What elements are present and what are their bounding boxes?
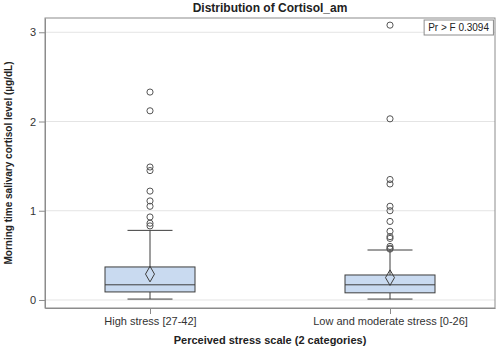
x-tick: High stress [27-42] <box>104 308 196 327</box>
y-tick: 1 <box>30 205 45 217</box>
y-tick: 3 <box>30 26 45 38</box>
marks <box>105 22 435 299</box>
outlier <box>147 203 153 209</box>
x-axis-line <box>46 308 496 309</box>
outlier <box>387 116 393 122</box>
outlier <box>387 246 393 252</box>
x-tick: Low and moderate stress [0-26] <box>313 308 468 327</box>
outlier <box>387 218 393 224</box>
median <box>105 284 195 285</box>
annotation-box <box>424 20 493 35</box>
grid-line <box>45 121 495 122</box>
x-axis: High stress [27-42] Low and moderate stre… <box>46 308 496 327</box>
outlier <box>147 188 153 194</box>
grid-line <box>45 210 495 211</box>
plot-frame <box>45 18 495 308</box>
box <box>105 267 195 292</box>
outlier <box>387 245 393 251</box>
y-tick: 2 <box>30 116 45 128</box>
outlier <box>387 235 393 241</box>
x-tick-label: Low and moderate stress [0-26] <box>313 315 468 327</box>
outlier <box>147 214 153 220</box>
y-tick-label: 0 <box>30 294 36 306</box>
outlier <box>147 89 153 95</box>
mean <box>146 266 155 282</box>
upper-whisker <box>150 230 151 267</box>
lower-whisker <box>390 293 391 299</box>
x-tick-mark <box>390 308 391 314</box>
grid <box>45 32 495 300</box>
y-tick-mark <box>39 32 45 33</box>
y-tick: 0 <box>30 294 45 306</box>
whisker-cap <box>128 299 173 300</box>
lower-whisker <box>150 292 151 299</box>
chart: 0 1 2 3 High stress [27-42] Low and moderate … <box>0 0 500 349</box>
box <box>345 275 435 293</box>
y-axis-line <box>45 19 46 309</box>
x-tick-label: High stress [27-42] <box>104 315 196 327</box>
annotation: Pr > F 0.3094 <box>424 20 493 35</box>
whisker-cap <box>128 230 173 231</box>
y-tick-label: 3 <box>30 26 36 38</box>
x-tick-mark <box>150 308 151 314</box>
y-tick-mark <box>39 300 45 301</box>
y-tick-mark <box>39 122 45 123</box>
mean <box>386 270 395 286</box>
title: Distribution of Cortisol_am <box>193 1 348 15</box>
outlier <box>387 181 393 187</box>
y-tick-mark <box>39 211 45 212</box>
outlier <box>147 108 153 114</box>
outlier <box>147 223 153 229</box>
box-group <box>345 22 435 299</box>
y-tick-label: 2 <box>30 116 36 128</box>
annotation-text: Pr > F 0.3094 <box>428 22 489 33</box>
grid-line <box>45 299 495 300</box>
y-axis-title: Morning time salivary cortisol level (µg… <box>3 61 14 264</box>
box-group <box>105 89 195 299</box>
whisker-cap <box>368 299 413 300</box>
y-axis: 0 1 2 3 <box>30 19 46 309</box>
x-axis-title: Perceived stress scale (2 categories) <box>174 334 367 346</box>
outlier <box>147 167 153 173</box>
outlier <box>387 22 393 28</box>
outlier <box>387 208 393 214</box>
y-tick-label: 1 <box>30 205 36 217</box>
